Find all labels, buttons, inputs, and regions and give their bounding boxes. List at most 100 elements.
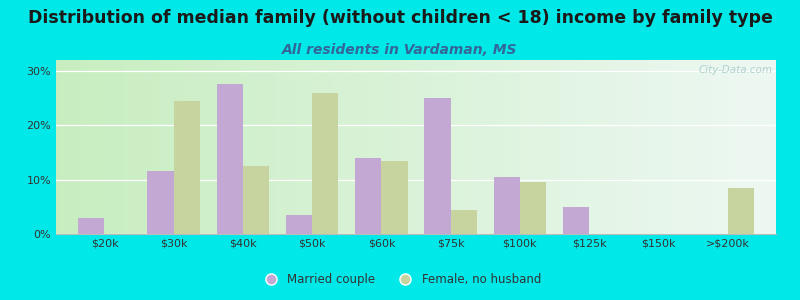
Bar: [226, 60, 229, 234]
Bar: [74, 60, 78, 234]
Bar: [154, 60, 157, 234]
Bar: [286, 60, 290, 234]
Bar: [477, 60, 481, 234]
Bar: [506, 60, 510, 234]
Bar: [481, 60, 484, 234]
Bar: [193, 60, 197, 234]
Bar: [174, 101, 200, 234]
Bar: [150, 60, 154, 234]
Bar: [491, 60, 495, 234]
Bar: [632, 60, 636, 234]
Bar: [758, 60, 762, 234]
Bar: [286, 215, 312, 234]
Bar: [142, 60, 146, 234]
Bar: [298, 60, 301, 234]
Bar: [390, 60, 394, 234]
Bar: [567, 60, 570, 234]
Bar: [312, 93, 338, 234]
Bar: [495, 60, 499, 234]
Bar: [171, 60, 175, 234]
Bar: [243, 166, 270, 234]
Bar: [214, 60, 218, 234]
Bar: [394, 60, 398, 234]
Bar: [204, 60, 207, 234]
Bar: [373, 60, 376, 234]
Bar: [635, 60, 639, 234]
Bar: [686, 60, 690, 234]
Bar: [452, 60, 456, 234]
Bar: [275, 60, 279, 234]
Bar: [445, 60, 448, 234]
Bar: [434, 60, 438, 234]
Bar: [733, 60, 736, 234]
Bar: [762, 60, 766, 234]
Bar: [279, 60, 283, 234]
Bar: [442, 60, 445, 234]
Bar: [682, 60, 686, 234]
Bar: [382, 160, 408, 234]
Bar: [254, 60, 258, 234]
Bar: [369, 60, 373, 234]
Bar: [438, 60, 441, 234]
Bar: [585, 60, 589, 234]
Bar: [290, 60, 294, 234]
Bar: [750, 60, 754, 234]
Bar: [560, 60, 563, 234]
Bar: [430, 60, 434, 234]
Legend: Married couple, Female, no husband: Married couple, Female, no husband: [254, 269, 546, 291]
Bar: [78, 218, 105, 234]
Bar: [413, 60, 416, 234]
Bar: [354, 60, 358, 234]
Bar: [730, 60, 733, 234]
Bar: [474, 60, 477, 234]
Bar: [510, 60, 514, 234]
Bar: [326, 60, 330, 234]
Bar: [60, 60, 63, 234]
Bar: [160, 60, 164, 234]
Bar: [553, 60, 557, 234]
Bar: [139, 60, 142, 234]
Bar: [527, 60, 531, 234]
Bar: [488, 60, 491, 234]
Bar: [470, 60, 474, 234]
Bar: [520, 60, 524, 234]
Bar: [570, 60, 574, 234]
Bar: [330, 60, 333, 234]
Bar: [243, 60, 246, 234]
Bar: [334, 60, 337, 234]
Bar: [362, 60, 366, 234]
Bar: [727, 188, 754, 234]
Bar: [744, 60, 747, 234]
Bar: [147, 172, 174, 234]
Bar: [132, 60, 135, 234]
Bar: [376, 60, 380, 234]
Bar: [312, 60, 315, 234]
Bar: [459, 60, 462, 234]
Bar: [448, 60, 452, 234]
Bar: [344, 60, 347, 234]
Bar: [186, 60, 190, 234]
Bar: [424, 98, 450, 234]
Bar: [494, 177, 520, 234]
Bar: [197, 60, 200, 234]
Bar: [294, 60, 298, 234]
Bar: [618, 60, 621, 234]
Bar: [708, 60, 711, 234]
Bar: [258, 60, 261, 234]
Bar: [250, 60, 254, 234]
Bar: [322, 60, 326, 234]
Bar: [409, 60, 413, 234]
Bar: [534, 60, 538, 234]
Bar: [157, 60, 160, 234]
Bar: [754, 60, 758, 234]
Bar: [563, 60, 567, 234]
Bar: [337, 60, 341, 234]
Bar: [164, 60, 168, 234]
Bar: [675, 60, 679, 234]
Bar: [341, 60, 344, 234]
Text: Distribution of median family (without children < 18) income by family type: Distribution of median family (without c…: [27, 9, 773, 27]
Bar: [402, 60, 405, 234]
Bar: [740, 60, 744, 234]
Bar: [747, 60, 751, 234]
Bar: [693, 60, 697, 234]
